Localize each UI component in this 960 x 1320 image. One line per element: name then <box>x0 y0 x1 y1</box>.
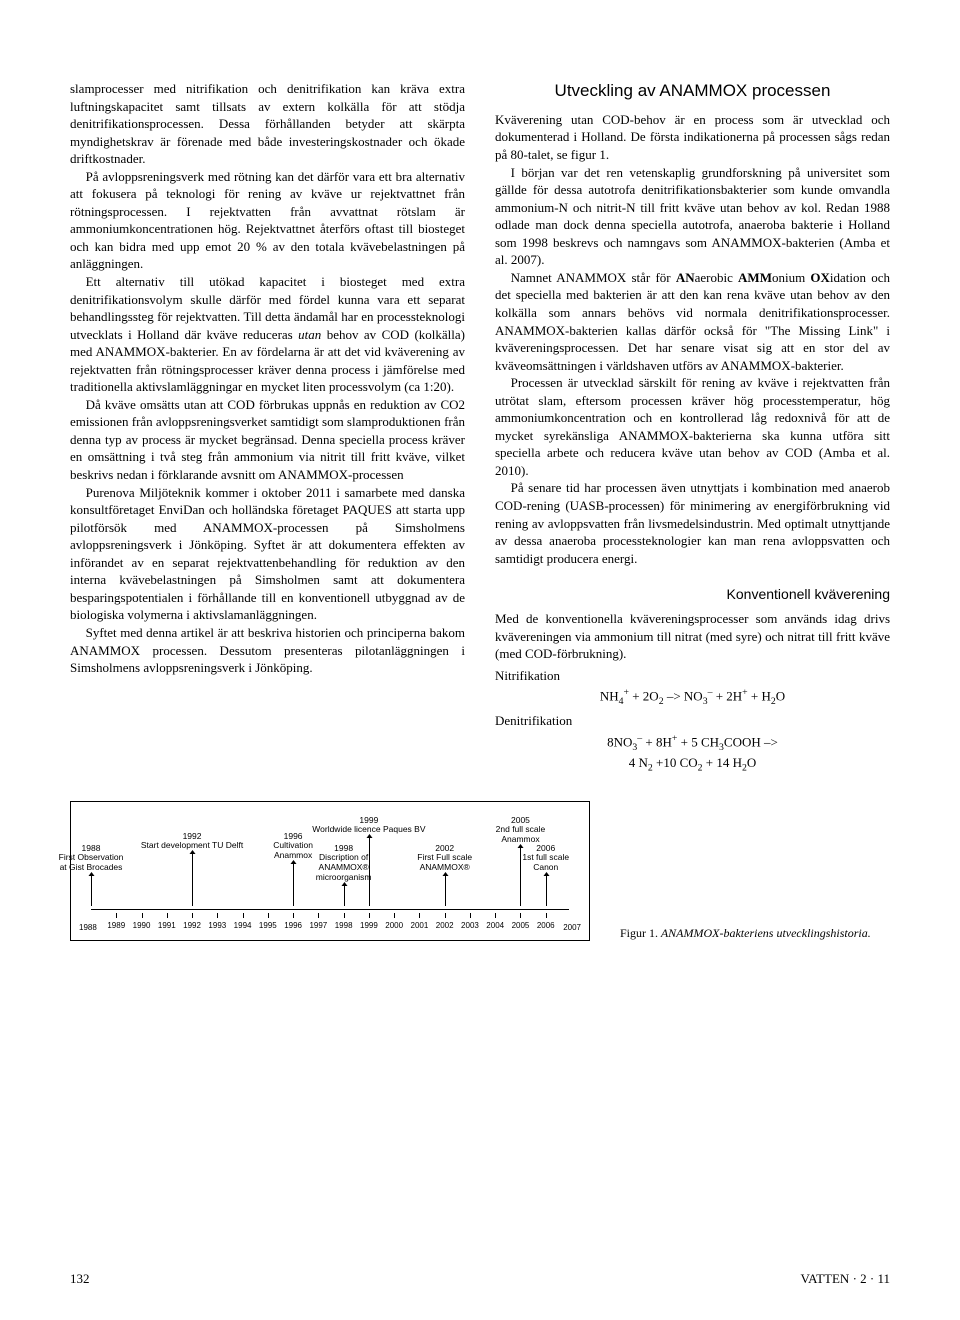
timeline-tick <box>546 913 547 918</box>
heading-utveckling: Utveckling av ANAMMOX processen <box>495 80 890 103</box>
timeline-year-label: 2001 <box>411 921 429 932</box>
timeline-tick <box>445 913 446 918</box>
timeline-tick <box>217 913 218 918</box>
timeline-year-label: 1990 <box>133 921 151 932</box>
arrow-up-icon <box>442 872 448 876</box>
timeline-tick <box>116 913 117 918</box>
timeline-start-year: 1988 <box>79 923 97 934</box>
timeline-tick <box>293 913 294 918</box>
timeline-event-bar <box>520 848 521 906</box>
nitrifikation-equation: NH4+ + 2O2 –> NO3– + 2H+ + H2O <box>495 686 890 708</box>
figure-label: Figur 1. <box>620 926 658 940</box>
timeline-tick <box>520 913 521 918</box>
left-p3: Ett alternativ till utökad kapacitet i b… <box>70 273 465 396</box>
timeline-event: 1998Discription ofANAMMOX®microorganism <box>316 844 372 883</box>
figure-caption-text: ANAMMOX-bakteriens utvecklingshistoria. <box>661 926 871 940</box>
timeline-event-bar <box>369 838 370 906</box>
timeline-year-label: 1989 <box>107 921 125 932</box>
timeline-tick <box>419 913 420 918</box>
timeline-event-bar <box>293 864 294 906</box>
timeline-year-label: 1995 <box>259 921 277 932</box>
right-p1: Kväverening utan COD-behov är en process… <box>495 111 890 164</box>
right-p5: På senare tid har processen även utnyttj… <box>495 479 890 567</box>
timeline-event: 20061st full scaleCanon <box>522 844 569 873</box>
right-p2: I början var det ren vetenskaplig grundf… <box>495 164 890 269</box>
heading-konventionell: Konventionell kväverening <box>495 585 890 604</box>
timeline-tick <box>318 913 319 918</box>
left-p6: Syftet med denna artikel är att beskriva… <box>70 624 465 677</box>
right-column: Utveckling av ANAMMOX processen Kväveren… <box>495 80 890 777</box>
timeline-year-label: 1994 <box>234 921 252 932</box>
page-number: 132 <box>70 1270 90 1288</box>
timeline-event: 1999Worldwide licence Paques BV <box>312 816 425 836</box>
page-footer: 132 VATTEN · 2 · 11 <box>70 1270 890 1288</box>
timeline-tick <box>268 913 269 918</box>
left-p5: Purenova Miljöteknik kommer i oktober 20… <box>70 484 465 624</box>
timeline-year-label: 2002 <box>436 921 454 932</box>
arrow-up-icon <box>366 834 372 838</box>
timeline-year-label: 1992 <box>183 921 201 932</box>
left-p4: Då kväve omsätts utan att COD förbrukas … <box>70 396 465 484</box>
timeline-end-year: 2007 <box>563 923 581 934</box>
timeline-event-bar <box>546 876 547 906</box>
denitrifikation-label: Denitrifikation <box>495 712 890 730</box>
figure-row: 1988 2007 1989 1990 1991 1992 1993 1994 1995 19… <box>70 801 890 941</box>
nitrifikation-label: Nitrifikation <box>495 667 890 685</box>
timeline-year-label: 2000 <box>385 921 403 932</box>
timeline-event: 2002First Full scaleANAMMOX® <box>417 844 472 873</box>
arrow-up-icon <box>190 850 196 854</box>
timeline-tick <box>495 913 496 918</box>
timeline-axis <box>91 909 569 910</box>
two-column-body: slamprocesser med nitrifikation och deni… <box>70 80 890 777</box>
right-p3: Namnet ANAMMOX står för ANaerobic AMMoni… <box>495 269 890 374</box>
timeline-year-label: 2003 <box>461 921 479 932</box>
timeline-event-bar <box>192 854 193 906</box>
denitrifikation-equation: 8NO3– + 8H+ + 5 CH3COOH –>4 N2 +10 CO2 +… <box>495 732 890 775</box>
timeline-year-label: 1993 <box>208 921 226 932</box>
figure-caption: Figur 1. ANAMMOX-bakteriens utvecklingsh… <box>620 925 890 941</box>
timeline-event-bar <box>344 886 345 906</box>
left-p2: På avloppsreningsverk med rötning kan de… <box>70 168 465 273</box>
timeline-event: 1996CultivationAnammox <box>273 832 313 861</box>
arrow-up-icon <box>291 860 297 864</box>
right-p4: Processen är utvecklad särskilt för reni… <box>495 374 890 479</box>
arrow-up-icon <box>89 872 95 876</box>
timeline-year-label: 2004 <box>486 921 504 932</box>
timeline-event: 1988First Observationat Gist Brocades <box>59 844 124 873</box>
timeline-figure: 1988 2007 1989 1990 1991 1992 1993 1994 1995 19… <box>70 801 590 941</box>
timeline-event: 1992Start development TU Delft <box>141 832 243 852</box>
timeline-event: 20052nd full scaleAnammox <box>496 816 546 845</box>
timeline-tick <box>369 913 370 918</box>
timeline-tick <box>344 913 345 918</box>
timeline-year-label: 1997 <box>309 921 327 932</box>
arrow-up-icon <box>341 882 347 886</box>
timeline-year-label: 1999 <box>360 921 378 932</box>
left-p1: slamprocesser med nitrifikation och deni… <box>70 80 465 168</box>
timeline-tick <box>167 913 168 918</box>
timeline-event-bar <box>91 876 92 906</box>
timeline-year-label: 1991 <box>158 921 176 932</box>
right-p6: Med de konventionella kvävereningsproces… <box>495 610 890 663</box>
timeline-year-label: 1996 <box>284 921 302 932</box>
timeline-event-bar <box>445 876 446 906</box>
timeline-year-label: 2005 <box>512 921 530 932</box>
timeline-tick <box>470 913 471 918</box>
arrow-up-icon <box>543 872 549 876</box>
timeline-year-label: 2006 <box>537 921 555 932</box>
timeline-tick <box>192 913 193 918</box>
left-column: slamprocesser med nitrifikation och deni… <box>70 80 465 777</box>
timeline-tick <box>243 913 244 918</box>
timeline-year-label: 1998 <box>335 921 353 932</box>
timeline-tick <box>394 913 395 918</box>
timeline-tick <box>142 913 143 918</box>
journal-ref: VATTEN · 2 · 11 <box>800 1270 890 1288</box>
